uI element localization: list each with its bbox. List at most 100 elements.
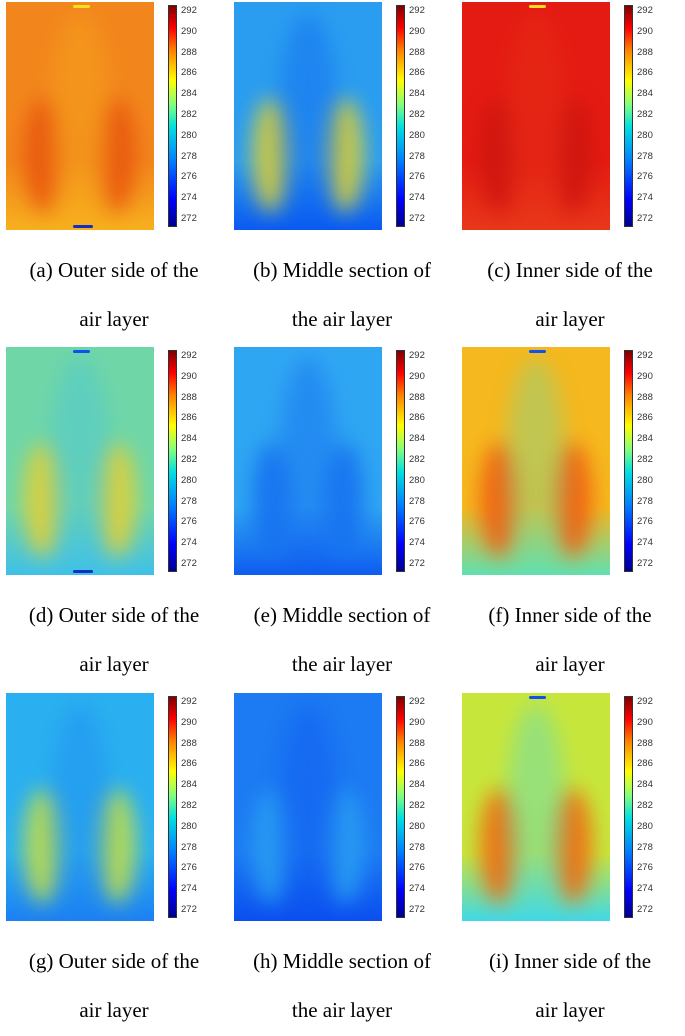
caption-line-2: the air layer [291, 998, 393, 1022]
colorbar-tick-label: 276 [637, 862, 653, 874]
center-region [506, 13, 566, 230]
right-plume [325, 442, 365, 557]
panel-f: 292 290 288 286 284 282 280 278 276 274 272 (f) Inn… [456, 345, 684, 690]
right-plume [553, 97, 593, 212]
colorbar-tick-label: 272 [409, 904, 425, 915]
colorbar-tick-label: 280 [409, 474, 425, 486]
colorbar-tick-label: 280 [637, 474, 653, 486]
left-plume [479, 442, 519, 557]
colorbar-tick-label: 278 [409, 150, 425, 162]
colorbar-tick-label: 290 [409, 716, 425, 728]
inlet-marker [528, 5, 547, 8]
colorbar-tick-label: 288 [409, 391, 425, 403]
colorbar-tick-label: 280 [637, 820, 653, 832]
colorbar-tick-label: 276 [409, 862, 425, 874]
colorbar-tick-label: 282 [181, 454, 197, 465]
colorbar-tick-label: 288 [637, 737, 653, 749]
colorbar-tick-label: 278 [409, 495, 425, 507]
center-region [278, 358, 338, 575]
caption-line-1: (g) Outer side of the [28, 949, 200, 973]
panel-e: 292 290 288 286 284 282 280 278 276 274 272 (e) Mid… [228, 345, 456, 690]
colorbar-tick-label: 292 [409, 696, 425, 707]
colorbar-tick-label: 286 [637, 67, 653, 79]
colorbar-tick-label: 274 [637, 883, 653, 895]
panel-plot: 292 290 288 286 284 282 280 278 276 274 272 [0, 345, 228, 580]
colorbar-tick-label: 280 [181, 474, 197, 486]
colorbar-tick-label: 284 [637, 433, 653, 445]
colorbar-tick-label: 292 [637, 350, 653, 361]
colorbar-tick-label: 272 [181, 213, 197, 224]
colorbar-tick-label: 282 [409, 454, 425, 465]
colorbar-tick-label: 274 [181, 537, 197, 549]
colorbar-tick-label: 284 [637, 88, 653, 100]
caption-line-2: air layer [79, 307, 149, 331]
colorbar-tick-label: 280 [637, 129, 653, 141]
colorbar-tick-label: 276 [181, 516, 197, 528]
colorbar [396, 696, 405, 918]
left-plume [23, 97, 63, 212]
temperature-heatmap [6, 693, 154, 921]
colorbar-tick-label: 282 [637, 800, 653, 811]
panel-plot: 292 290 288 286 284 282 280 278 276 274 272 [228, 0, 456, 235]
colorbar-tick-label: 278 [181, 841, 197, 853]
colorbar-tick-label: 276 [637, 171, 653, 183]
temperature-heatmap [462, 693, 610, 921]
colorbar-tick-label: 272 [637, 904, 653, 915]
temperature-heatmap [234, 693, 382, 921]
colorbar-tick-label: 290 [409, 25, 425, 37]
colorbar-tick-label: 286 [409, 758, 425, 770]
center-region [50, 358, 110, 575]
caption-line-2: air layer [535, 652, 605, 676]
right-plume [325, 788, 365, 903]
right-plume [553, 442, 593, 557]
colorbar-tick-label: 278 [637, 150, 653, 162]
colorbar-tick-label: 290 [181, 25, 197, 37]
colorbar-tick-label: 284 [409, 88, 425, 100]
caption-line-1: (i) Inner side of the [488, 949, 652, 973]
colorbar-tick-label: 292 [181, 350, 197, 361]
left-plume [479, 788, 519, 903]
colorbar-tick-label: 286 [637, 758, 653, 770]
panel-plot: 292 290 288 286 284 282 280 278 276 274 272 [228, 691, 456, 926]
colorbar-tick-label: 286 [409, 67, 425, 79]
left-plume [251, 442, 291, 557]
temperature-heatmap [462, 2, 610, 230]
caption-line-1: (c) Inner side of the [487, 258, 653, 282]
colorbar [624, 696, 633, 918]
colorbar-tick-label: 274 [409, 192, 425, 204]
colorbar-tick-label: 282 [637, 454, 653, 465]
center-region [278, 704, 338, 921]
panel-plot: 292 290 288 286 284 282 280 278 276 274 272 [456, 345, 684, 580]
colorbar-tick-label: 278 [637, 841, 653, 853]
colorbar [396, 5, 405, 227]
inlet-marker [528, 696, 547, 699]
colorbar-tick-label: 282 [409, 109, 425, 120]
colorbar-tick-label: 290 [181, 370, 197, 382]
caption-line-1: (e) Middle section of [253, 603, 431, 627]
colorbar-tick-label: 292 [409, 5, 425, 16]
colorbar-tick-label: 282 [181, 800, 197, 811]
colorbar-tick-label: 288 [181, 391, 197, 403]
right-plume [553, 788, 593, 903]
temperature-heatmap [234, 347, 382, 575]
colorbar-tick-label: 288 [409, 737, 425, 749]
panel-d: 292 290 288 286 284 282 280 278 276 274 272 (d) Out… [0, 345, 228, 690]
colorbar-tick-label: 284 [181, 88, 197, 100]
colorbar-tick-label: 290 [181, 716, 197, 728]
colorbar-tick-label: 286 [637, 412, 653, 424]
panel-plot: 292 290 288 286 284 282 280 278 276 274 272 [0, 0, 228, 235]
colorbar-tick-label: 282 [181, 109, 197, 120]
colorbar-tick-label: 288 [181, 737, 197, 749]
colorbar-tick-label: 272 [637, 558, 653, 569]
colorbar-tick-label: 276 [409, 516, 425, 528]
colorbar-tick-label: 276 [181, 862, 197, 874]
colorbar-tick-label: 284 [409, 433, 425, 445]
colorbar-tick-label: 292 [181, 696, 197, 707]
colorbar-tick-label: 282 [409, 800, 425, 811]
colorbar-tick-label: 290 [637, 370, 653, 382]
caption-line-2: the air layer [291, 652, 393, 676]
colorbar-tick-label: 278 [637, 495, 653, 507]
inlet-marker [528, 350, 547, 353]
panel-plot: 292 290 288 286 284 282 280 278 276 274 272 [228, 345, 456, 580]
colorbar [168, 350, 177, 572]
